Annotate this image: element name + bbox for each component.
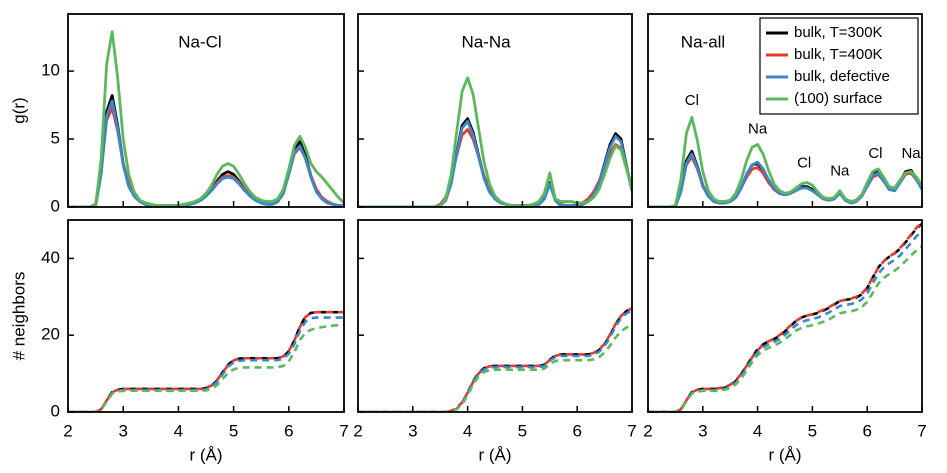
y-tick-label: 10 <box>41 61 60 80</box>
peak-annotation: Cl <box>797 154 811 171</box>
y-axis-label: # neighbors <box>9 272 28 361</box>
panel-title: Na-all <box>681 32 725 51</box>
data-line <box>648 221 922 412</box>
x-tick-label: 7 <box>917 421 926 440</box>
x-tick-label: 5 <box>229 421 238 440</box>
legend-label: (100) surface <box>794 90 882 107</box>
x-tick-label: 7 <box>339 421 348 440</box>
panel: 0 5 10 Na-Cl g(r) <box>9 13 345 215</box>
x-tick-label: 5 <box>808 421 817 440</box>
data-line <box>648 155 922 207</box>
data-line <box>648 230 922 412</box>
x-tick-label: 5 <box>518 421 527 440</box>
data-line <box>648 115 922 207</box>
panel: Na-Na <box>357 13 633 208</box>
x-tick-label: 4 <box>753 421 762 440</box>
x-tick-label: 2 <box>63 421 72 440</box>
plot-frame <box>647 13 923 208</box>
peak-annotation: Cl <box>685 92 699 109</box>
x-tick-label: 7 <box>627 421 636 440</box>
peak-annotation: Na <box>901 145 921 162</box>
legend-label: bulk, T=300K <box>794 24 883 41</box>
data-line <box>68 99 344 207</box>
data-line <box>358 76 632 207</box>
data-line <box>648 222 922 412</box>
legend-label: bulk, defective <box>794 68 890 85</box>
y-tick-label: 0 <box>51 401 60 420</box>
panel-title: Na-Na <box>461 32 511 51</box>
x-axis-label: r (Å) <box>189 445 222 464</box>
data-line <box>358 309 632 412</box>
x-tick-label: 3 <box>408 421 417 440</box>
x-tick-label: 3 <box>118 421 127 440</box>
x-tick-label: 6 <box>572 421 581 440</box>
x-axis-label: r (Å) <box>768 445 801 464</box>
legend-label: bulk, T=400K <box>794 46 883 63</box>
plot-frame <box>67 13 345 208</box>
x-tick-label: 4 <box>174 421 183 440</box>
data-line <box>68 30 344 207</box>
panel: 2 3 4 5 6 7 0 20 40 r (Å) # neighbors <box>9 219 349 464</box>
legend: bulk, T=300K bulk, T=400K bulk, defective (… <box>759 17 919 115</box>
y-tick-label: 20 <box>41 325 60 344</box>
peak-annotation: Na <box>748 120 768 137</box>
panel: 2 3 4 5 6 7 r (Å) <box>353 219 637 464</box>
plot-frame <box>357 13 633 208</box>
y-tick-label: 40 <box>41 248 60 267</box>
x-tick-label: 2 <box>353 421 362 440</box>
y-tick-label: 5 <box>51 129 60 148</box>
plot-frame <box>357 219 633 413</box>
x-axis-label: r (Å) <box>478 445 511 464</box>
x-tick-label: 3 <box>698 421 707 440</box>
y-tick-label: 0 <box>51 196 60 215</box>
data-line <box>358 324 632 412</box>
y-axis-label: g(r) <box>9 97 28 123</box>
x-tick-label: 4 <box>463 421 472 440</box>
x-tick-label: 6 <box>284 421 293 440</box>
panel: Na-all Cl Na Cl Na Cl Na bulk, T=300K bulk, T=40… <box>647 13 923 208</box>
x-tick-label: 2 <box>643 421 652 440</box>
peak-annotation: Na <box>830 163 850 180</box>
peak-annotation: Cl <box>868 145 882 162</box>
data-line <box>68 323 344 412</box>
data-line <box>648 245 922 412</box>
data-line <box>68 310 344 412</box>
plot-frame <box>67 219 345 413</box>
x-tick-label: 6 <box>862 421 871 440</box>
panel-title: Na-Cl <box>178 32 221 51</box>
plot-frame <box>647 219 923 413</box>
panel: 2 3 4 5 6 7 r (Å) <box>643 219 927 464</box>
